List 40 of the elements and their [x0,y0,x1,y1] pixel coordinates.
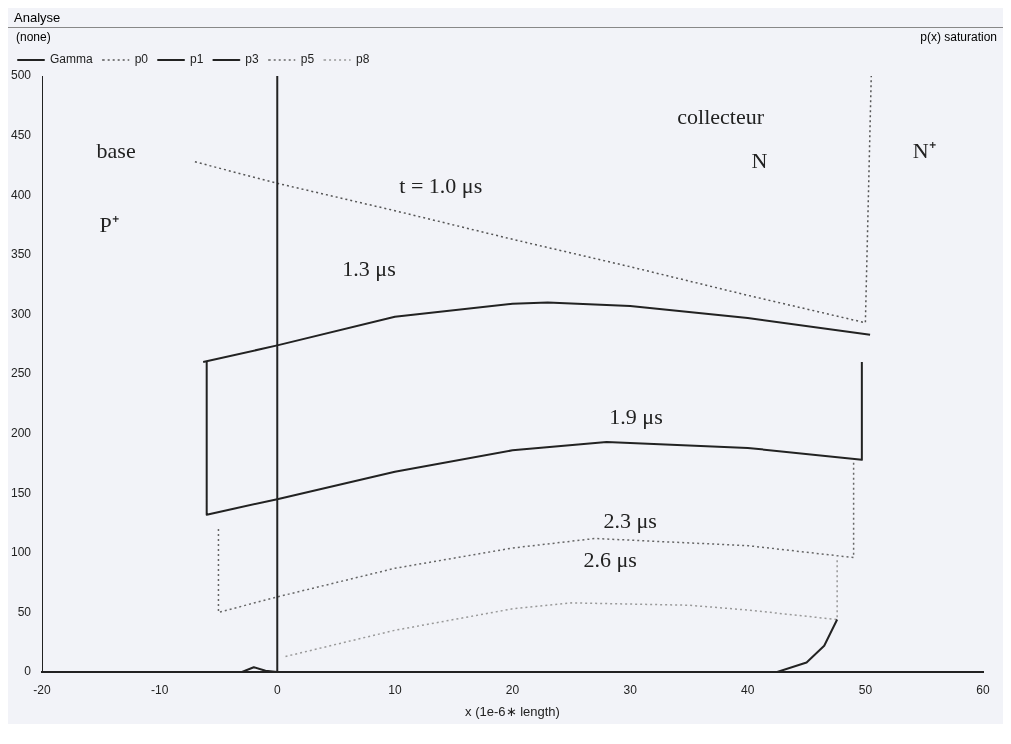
y-tick-label: 250 [10,366,32,381]
legend-label: Gamma [50,52,93,67]
annotation: 1.9 μs [609,403,663,429]
annotation: 2.6 μs [583,546,637,572]
legend-label: p1 [190,52,204,67]
y-tick-label: 100 [10,545,32,560]
annotation: 1.3 μs [342,256,396,282]
x-tick-label: 50 [858,682,873,697]
y-tick-label: 350 [10,247,32,262]
annotation: collecteur [677,103,765,129]
annotation: base [96,138,136,164]
annotation: 2.3 μs [603,507,657,533]
annotation: N⁺ [912,138,936,164]
text: p(x) saturation [920,30,997,44]
x-tick-label: 0 [273,682,281,697]
x-tick-label: 20 [505,682,520,697]
x-tick-label: 30 [623,682,638,697]
y-tick-label: 50 [17,604,32,619]
annotation: P⁺ [99,211,119,237]
x-tick-label: 10 [388,682,402,697]
x-tick-label: 60 [976,682,990,697]
x-axis-title: x (1e-6∗ length) [465,703,560,719]
annotation: N [751,147,768,173]
y-tick-label: 150 [10,485,32,500]
text: (none) [16,30,51,44]
y-tick-label: 200 [10,425,32,440]
text: Analyse [8,8,1003,28]
legend-label: p5 [300,52,315,67]
legend-label: p8 [356,52,370,67]
y-tick-label: 0 [24,664,32,679]
x-tick-label: 40 [741,682,755,697]
legend-label: p0 [134,52,149,67]
x-tick-label: -10 [150,682,169,697]
y-tick-label: 450 [10,127,32,142]
annotation: t = 1.0 μs [399,172,483,198]
y-tick-label: 300 [10,306,32,321]
y-tick-label: 400 [10,187,32,202]
legend-label: p3 [245,52,260,67]
y-tick-label: 500 [10,68,32,83]
x-tick-label: -20 [33,682,52,697]
